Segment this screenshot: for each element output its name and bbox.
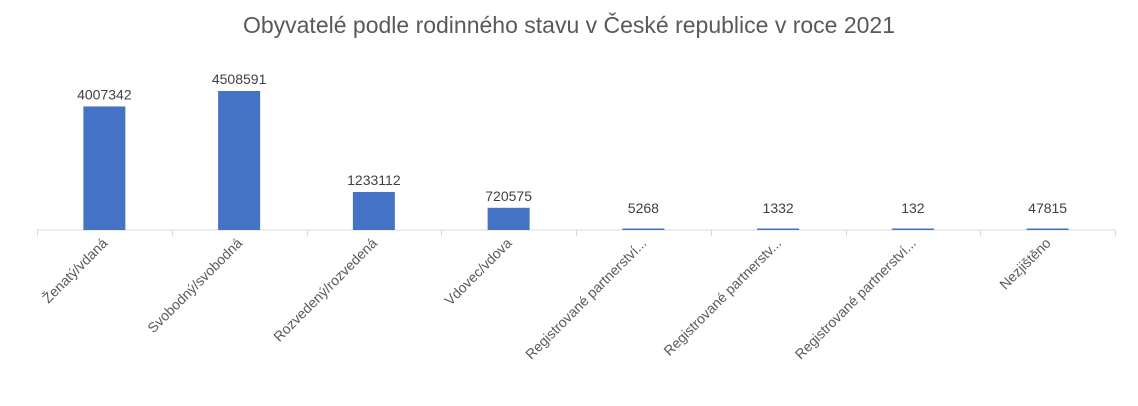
bar [1026,228,1069,230]
chart-title: Obyvatelé podle rodinného stavu v České … [242,12,896,38]
data-label: 4007342 [77,86,132,102]
category-label: Svobodný/svobodná [144,235,245,336]
data-label: 720575 [485,188,532,204]
data-label: 5268 [628,200,659,216]
data-label: 4508591 [212,71,267,87]
bar [352,191,395,230]
bar [218,91,261,230]
category-label: Ženatý/vdaná [39,235,110,306]
category-label: Registrované partnerství... [522,235,649,362]
bar [891,228,934,230]
category-label: Nezjištěno [996,235,1054,293]
category-label: Rozvedený/rozvedená [270,235,380,345]
data-label: 132 [901,200,925,216]
data-label: 47815 [1028,200,1067,216]
data-label: 1332 [763,200,794,216]
bar [622,228,665,230]
bar [757,228,800,230]
category-label: Registrované partnerství... [792,235,919,362]
category-label: Registrované partnerstv... [660,235,784,359]
category-label: Vdovec/vdova [441,235,515,309]
bar [83,106,126,230]
data-label: 1233112 [347,172,401,188]
bar [487,207,530,230]
